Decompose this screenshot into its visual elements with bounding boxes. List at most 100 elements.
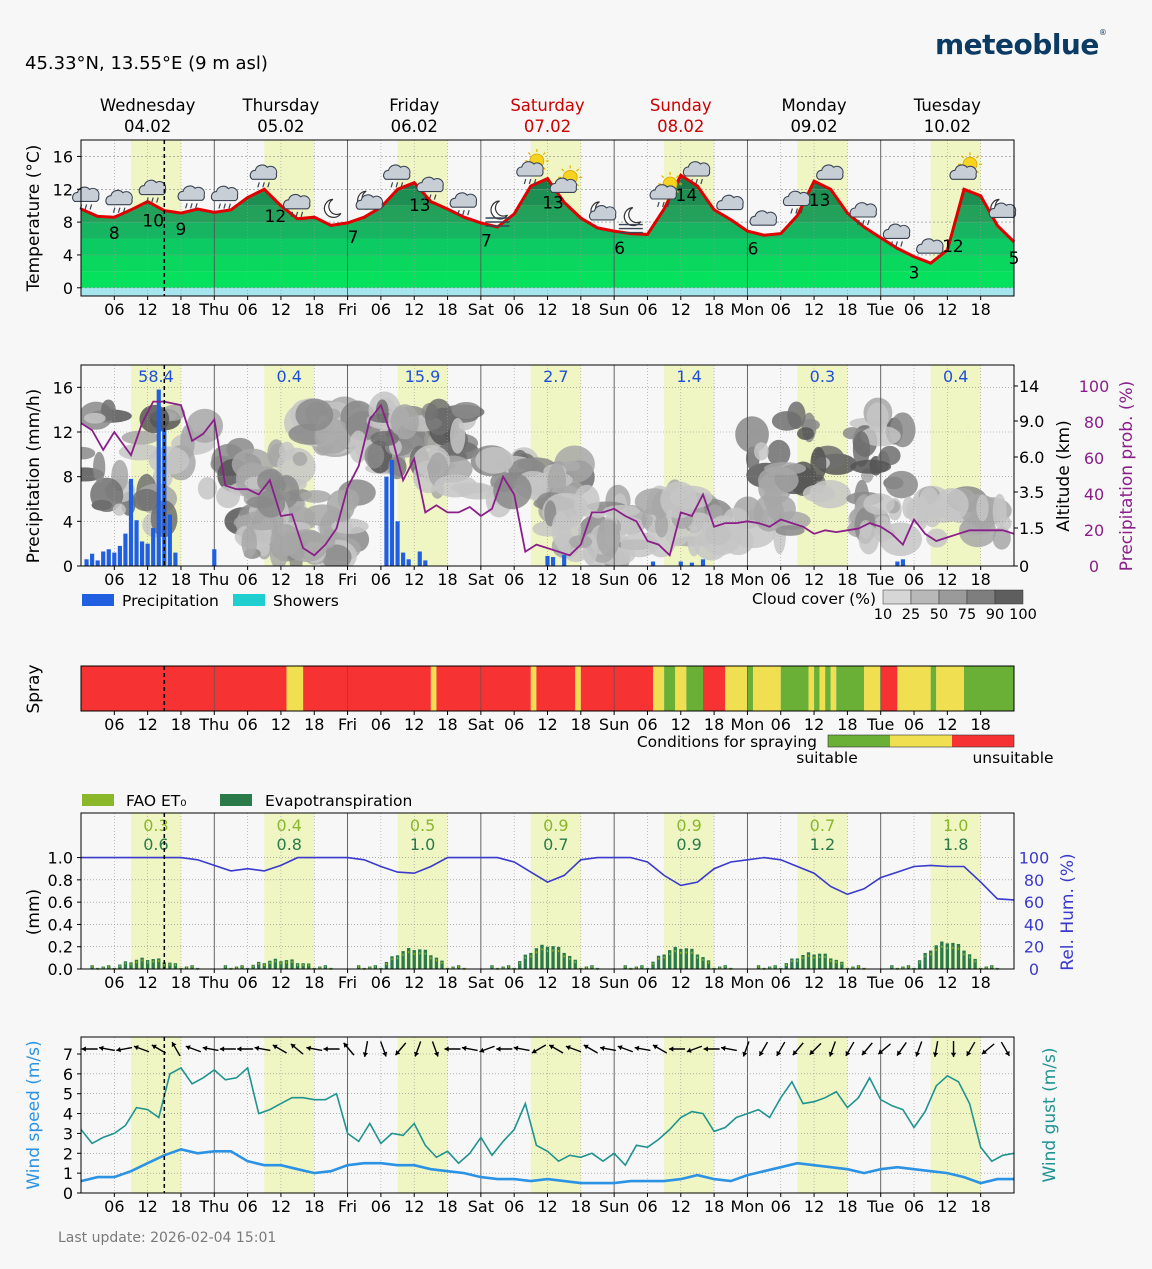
wind-direction-arrow (496, 1046, 513, 1052)
x-tick-label: 18 (171, 300, 191, 319)
fao-et0-mark (552, 949, 554, 952)
x-tick-label: 12 (137, 715, 157, 734)
x-tick-label: 18 (571, 715, 591, 734)
y-tick-label: 16 (53, 378, 73, 397)
wind-direction-arrow (599, 1045, 616, 1052)
spray-segment-medium (897, 666, 931, 711)
y-tick-label: 4 (63, 1105, 73, 1124)
wind-direction-arrow (343, 1042, 355, 1056)
x-tick-label: 12 (937, 715, 957, 734)
wind-direction-arrow (116, 1046, 133, 1053)
evapotranspiration-bar (790, 958, 794, 969)
wind-direction-arrow (98, 1045, 115, 1052)
evapotranspiration-bar (840, 961, 844, 969)
x-tick-label: 12 (271, 570, 291, 589)
evapotranspiration-bar (273, 958, 278, 969)
evapotranspiration-bar (701, 957, 705, 969)
spray-segment-unsuitable (303, 666, 431, 711)
fao-et0-mark (657, 957, 660, 960)
fao-et0-mark (635, 966, 638, 969)
x-tick-label: Fri (338, 300, 357, 319)
fao-et0-mark (946, 947, 949, 950)
daily-precipitation-total: 15.9 (405, 367, 441, 386)
x-tick-label: 12 (804, 570, 824, 589)
x-tick-label: 18 (837, 1197, 857, 1216)
cloud-cover-patch (285, 529, 328, 563)
x-tick-label: 06 (771, 973, 791, 992)
evapotranspiration-bar (406, 947, 411, 969)
cloud-cover-patch (278, 441, 295, 461)
evapotranspiration-bar (945, 943, 950, 969)
x-tick-label: Sun (599, 973, 629, 992)
precipitation-bar (123, 533, 128, 566)
fao-et0-mark (546, 950, 549, 953)
fao-et0-mark (252, 965, 254, 968)
fao-et0-mark (419, 952, 421, 955)
temperature-label: 7 (348, 228, 359, 248)
fao-et0-mark (174, 964, 177, 967)
fao-et0-mark (757, 965, 760, 968)
spray-segment-medium (808, 666, 815, 711)
fao-et0-mark (102, 966, 104, 969)
fao-et0-mark (235, 966, 238, 969)
moon-cloud-icon (355, 190, 384, 210)
spray-panel: 06 12 18 Thu 06 12 18 Fri 06 12 18 Sat 06 12 18 Sun 06 12… (24, 664, 1054, 767)
fao-et0-mark (952, 946, 954, 949)
evapotranspiration-bar (684, 948, 689, 969)
evapotranspiration-bar (956, 943, 961, 969)
evapotranspiration-bar (951, 942, 955, 969)
fao-et0-mark (396, 957, 399, 960)
wind-direction-arrow (981, 1043, 995, 1055)
spray-legend-medium (890, 735, 952, 747)
cloud-icon (716, 194, 744, 211)
humidity-tick-label: 80 (1024, 871, 1044, 890)
fao-et0-mark (407, 951, 410, 954)
wind-direction-arrow (290, 1043, 304, 1055)
spray-segment-unsuitable (880, 666, 898, 711)
x-tick-label: Sat (468, 570, 494, 589)
evapotranspiration-bar (679, 948, 683, 969)
fao-et0-mark (430, 957, 432, 960)
cloud-rain-icon (177, 185, 205, 209)
x-tick-label: 12 (404, 300, 424, 319)
precipitation-bar (678, 561, 683, 566)
x-tick-label: Thu (198, 570, 229, 589)
fao-et0-mark (285, 961, 288, 964)
cloud-cover-patch (93, 451, 106, 483)
fao-et0-mark (413, 952, 415, 955)
fao-et0-mark (852, 966, 854, 969)
daily-fao-et0-value: 0.9 (676, 816, 701, 835)
spray-segment-medium (653, 666, 665, 711)
cloud-cover-patch (850, 459, 892, 474)
cloud-rain-icon (72, 186, 100, 210)
fao-et0-mark (585, 966, 588, 969)
temperature-label: 14 (676, 186, 698, 206)
x-tick-label: 18 (970, 973, 990, 992)
wind-direction-arrow (219, 1046, 236, 1052)
x-tick-label: 12 (804, 973, 824, 992)
evapotranspiration-bar (829, 958, 833, 969)
evapotranspiration-bar (168, 962, 172, 969)
spray-segment-suitable (780, 666, 809, 711)
spray-segment-medium (286, 666, 304, 711)
x-tick-label: 06 (504, 715, 524, 734)
fao-et0-mark (702, 958, 704, 961)
x-tick-label: 12 (271, 715, 291, 734)
spray-legend-suitable (828, 735, 890, 747)
fao-et0-mark (968, 956, 971, 959)
x-tick-label: 18 (970, 300, 990, 319)
fao-et0-mark (119, 965, 121, 968)
cloud-cover-patch (475, 447, 514, 474)
x-tick-label: 18 (704, 715, 724, 734)
x-tick-label: 18 (571, 570, 591, 589)
x-tick-label: 06 (904, 300, 924, 319)
fao-et0-mark (124, 962, 127, 965)
fao-et0-mark (569, 957, 571, 960)
altitude-tick-label: 0 (1019, 557, 1029, 576)
x-tick-label: 06 (371, 1197, 391, 1216)
cloud-cover-layer (81, 391, 1012, 566)
cloud-cover-patch (295, 398, 334, 432)
cloud-cover-patch (992, 493, 1007, 529)
evapotranspiration-bar (384, 961, 389, 969)
precipitation-bar (134, 520, 139, 566)
